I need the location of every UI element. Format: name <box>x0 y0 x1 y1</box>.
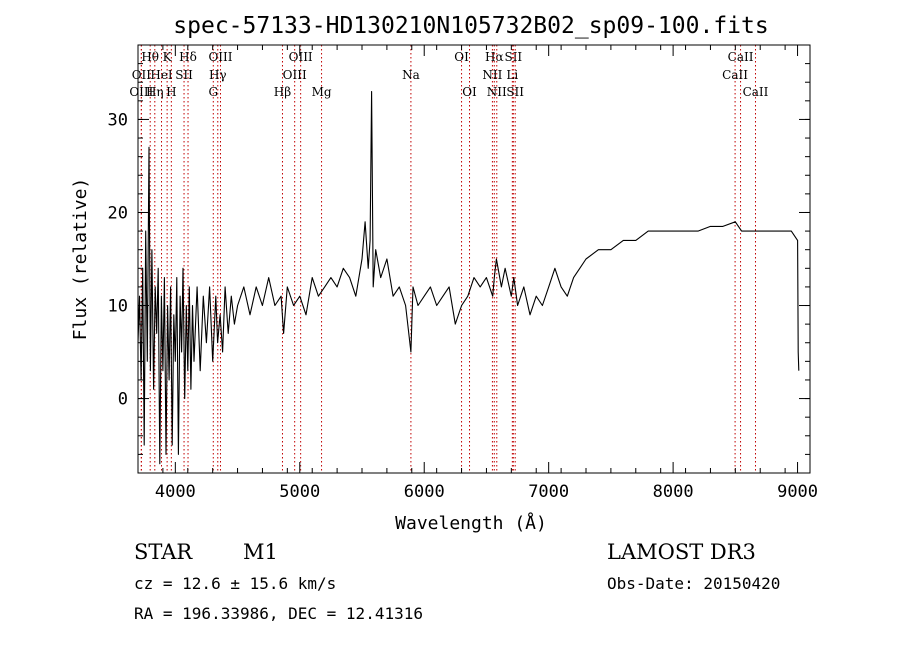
spectral-line-label: Hβ <box>274 85 291 99</box>
y-tick-label: 10 <box>108 297 128 317</box>
spectral-line-label: K <box>163 50 173 64</box>
spectral-line-label: OIII <box>208 50 232 64</box>
spectral-line-label: Hα <box>485 50 504 64</box>
redshift-info: cz = 12.6 ± 15.6 km/s <box>134 574 337 593</box>
spectral-line-label: Li <box>506 68 518 82</box>
object-subclass: M1 <box>243 540 278 564</box>
y-tick-label: 20 <box>108 203 128 223</box>
spectral-line-label: SII <box>506 85 524 99</box>
chart-title: spec-57133-HD130210N105732B02_sp09-100.f… <box>173 13 768 39</box>
plot-frame <box>137 44 811 474</box>
spectral-line-label: CaII <box>728 50 754 64</box>
y-axis: 0 10 20 30 <box>108 44 810 474</box>
spectral-line-label: NII <box>487 85 507 99</box>
coordinates: RA = 196.33986, DEC = 12.41316 <box>134 604 423 623</box>
x-tick-label: 4000 <box>155 482 196 502</box>
spectral-line-label: SII <box>175 68 193 82</box>
x-axis: 4000 5000 6000 7000 8000 9000 <box>137 45 818 502</box>
spectral-line-label: Hγ <box>209 68 227 82</box>
spectral-line-label: Hη <box>146 85 164 99</box>
x-tick-label: 9000 <box>777 482 818 502</box>
spectral-line-label: NII <box>482 68 502 82</box>
y-axis-label: Flux (relative) <box>70 178 91 341</box>
spectral-line-label: OIII <box>129 85 153 99</box>
spectral-line-label: OI <box>454 50 469 64</box>
spectral-line-label: Hδ <box>179 50 197 64</box>
spectral-line-label: G <box>208 85 218 99</box>
x-tick-label: 8000 <box>653 482 694 502</box>
spectral-line-markers: Hθ OII OIII K HeI Hη H Hδ SII OIII Hγ G Hβ OIII OIII Mg… <box>129 45 769 473</box>
observation-date: Obs-Date: 20150420 <box>607 574 781 593</box>
spectral-line-label: CaII <box>743 85 769 99</box>
x-tick-label: 6000 <box>404 482 445 502</box>
y-tick-label: 0 <box>118 390 128 410</box>
y-tick-label: 30 <box>108 110 128 130</box>
spectral-line-label: Mg <box>312 85 332 99</box>
spectral-line-label: OIII <box>289 50 313 64</box>
spectrum-line <box>137 90 800 465</box>
spectral-line-label: OI <box>462 85 477 99</box>
spectral-line-label: OIII <box>283 68 307 82</box>
spectral-line-label: OII <box>132 68 152 82</box>
spectral-line-label: CaII <box>722 68 748 82</box>
x-axis-label: Wavelength (Å) <box>395 512 547 534</box>
x-tick-label: 5000 <box>279 482 320 502</box>
spectral-line-label: Hθ <box>141 50 159 64</box>
spectral-line-label: H <box>166 85 176 99</box>
x-tick-label: 7000 <box>528 482 569 502</box>
survey-name: LAMOST DR3 <box>607 540 756 564</box>
object-class: STAR <box>134 540 193 564</box>
spectral-line-label: SII <box>504 50 522 64</box>
spectral-line-label: HeI <box>150 68 173 82</box>
spectral-line-label: Na <box>402 68 420 82</box>
spectrum-layer <box>137 90 800 465</box>
